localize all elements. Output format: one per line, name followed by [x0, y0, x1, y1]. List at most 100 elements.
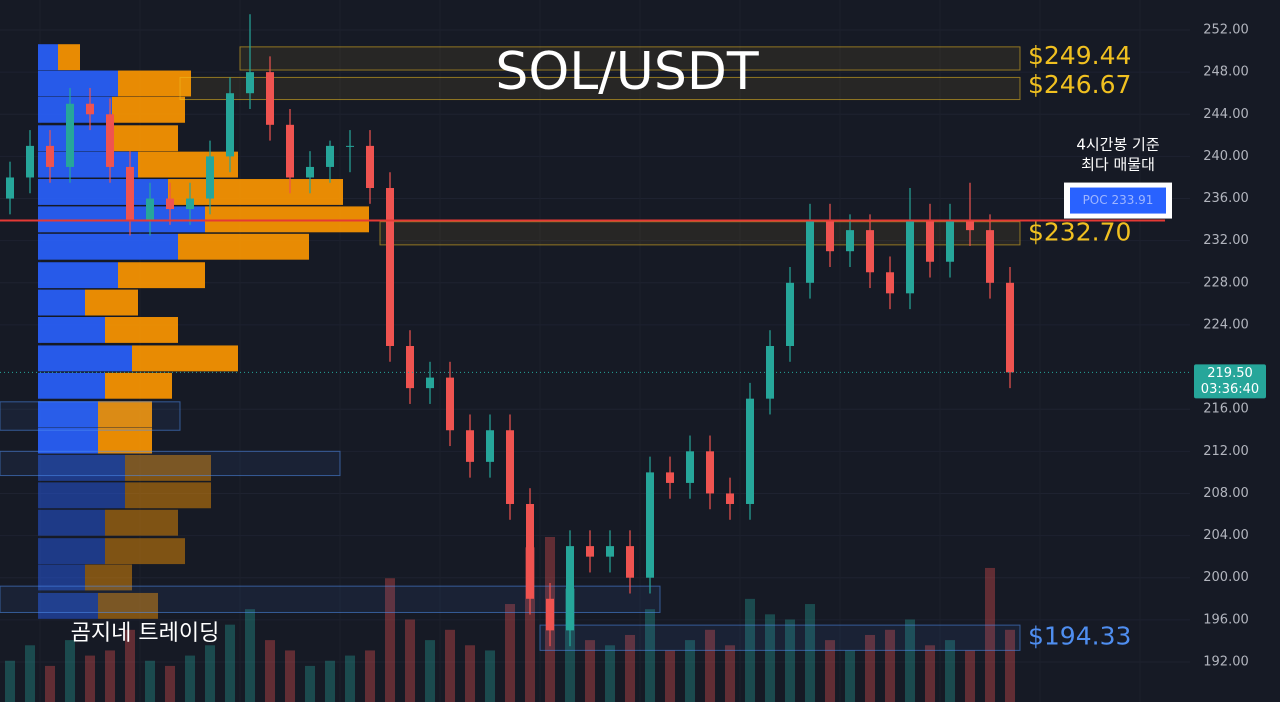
candle-body [446, 377, 454, 431]
profile-sell [118, 70, 191, 97]
profile-buy [38, 96, 112, 123]
zone-label: $249.44 [1028, 41, 1131, 70]
zone [239, 46, 1021, 71]
volume-bar [185, 655, 195, 702]
candle-body [86, 103, 94, 115]
y-tick-label: 244.00 [1203, 107, 1249, 122]
volume-bar [965, 650, 975, 702]
candle-body [286, 124, 294, 178]
profile-sell [98, 592, 158, 619]
candle-body [466, 430, 474, 462]
profile-buy [38, 509, 105, 536]
volume-bar [225, 624, 235, 702]
profile-sell [125, 482, 211, 509]
profile-sell [168, 179, 343, 205]
candle-body [326, 145, 334, 167]
last-price-label: 219.50 [1207, 366, 1253, 381]
zone-label: $232.70 [1028, 217, 1131, 246]
candle-body [306, 166, 314, 178]
volume-bar [205, 645, 215, 702]
candle-body [506, 430, 514, 504]
profile-sell [112, 96, 185, 123]
profile-buy [38, 482, 125, 509]
candle-body [526, 503, 534, 599]
candle-body [606, 546, 614, 557]
zone-label: $246.67 [1028, 70, 1131, 99]
candle-body [766, 345, 774, 399]
y-tick-label: 208.00 [1203, 486, 1249, 501]
volume-profile [38, 44, 369, 619]
candle-body [6, 177, 14, 199]
volume-bar [865, 634, 875, 702]
profile-buy [38, 262, 118, 289]
profile-sell [98, 401, 152, 428]
profile-sell [105, 538, 185, 565]
candle-body [546, 598, 554, 631]
candle-body [26, 145, 34, 178]
y-tick-label: 192.00 [1203, 654, 1249, 669]
candle-body [846, 230, 854, 252]
volume-bar [165, 665, 175, 702]
profile-buy [38, 427, 98, 454]
volume-bar [5, 660, 15, 702]
profile-buy [38, 401, 98, 428]
volume-bar [305, 665, 315, 702]
annotation: 4시간봉 기준 [1076, 136, 1160, 154]
volume-bar [65, 640, 75, 702]
volume-bar [765, 614, 775, 702]
candle-body [806, 219, 814, 283]
candle-body [686, 451, 694, 483]
volume-bar [585, 640, 595, 702]
volume-bar [805, 604, 815, 702]
candle-body [146, 198, 154, 220]
candle-body [626, 546, 634, 578]
profile-buy [38, 372, 105, 399]
volume-bar [405, 619, 415, 702]
volume-bar [465, 645, 475, 702]
candle-body [166, 198, 174, 210]
volume-bar [345, 655, 355, 702]
candle-body [266, 72, 274, 125]
volume-bar [365, 650, 375, 702]
profile-sell [125, 454, 211, 481]
candle-body [926, 219, 934, 262]
volume-bar [245, 609, 255, 702]
volume-bar [85, 655, 95, 702]
zone-label: $194.33 [1028, 621, 1131, 650]
profile-sell [98, 427, 152, 454]
watermark: 곰지네 트레이딩 [71, 621, 220, 646]
volume-bar [905, 619, 915, 702]
profile-buy [38, 44, 58, 71]
profile-sell [58, 44, 80, 71]
volume-bar [385, 578, 395, 702]
volume-bar [945, 640, 955, 702]
volume-bar [885, 629, 895, 702]
volume-bar [645, 609, 655, 702]
zone [0, 401, 181, 431]
candle-body [946, 219, 954, 262]
zone [539, 624, 1021, 651]
candle-body [426, 377, 434, 389]
volume-bar [725, 645, 735, 702]
candle-body [866, 230, 874, 273]
candle-body [966, 219, 974, 231]
volume-bar [925, 645, 935, 702]
annotation: 최다 매물대 [1081, 156, 1155, 174]
profile-buy [38, 592, 98, 619]
profile-buy [38, 289, 85, 316]
volume-bar [985, 567, 995, 702]
candle-body [386, 188, 394, 346]
candle-body [646, 472, 654, 578]
candle-body [246, 72, 254, 94]
profile-sell [105, 509, 178, 536]
poc-label: POC 233.91 [1083, 193, 1154, 207]
y-tick-label: 236.00 [1203, 191, 1249, 206]
candle-body [666, 472, 674, 483]
volume-bar [285, 650, 295, 702]
volume-bar [785, 619, 795, 702]
volume-bar [485, 650, 495, 702]
candle-body [986, 230, 994, 283]
y-tick-label: 200.00 [1203, 570, 1249, 585]
profile-sell [105, 372, 172, 399]
